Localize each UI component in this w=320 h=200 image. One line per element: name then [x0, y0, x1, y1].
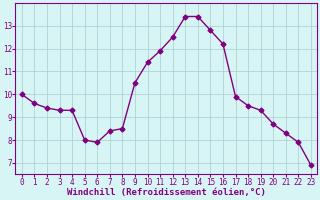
X-axis label: Windchill (Refroidissement éolien,°C): Windchill (Refroidissement éolien,°C)	[67, 188, 266, 197]
